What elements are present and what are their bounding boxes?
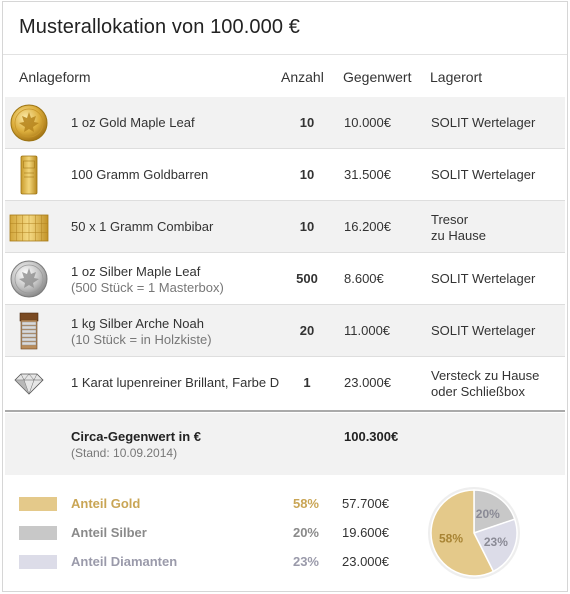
summary-label: Circa-Gegenwert in € [71, 429, 202, 444]
summary-row: Circa-Gegenwert in € (Stand: 10.09.2014)… [5, 413, 565, 475]
asset-location: Versteck zu Hause [431, 368, 540, 383]
asset-value: 8.600€ [344, 271, 384, 286]
column-header-quantity: Anzahl [281, 69, 324, 85]
asset-location: SOLIT Wertelager [431, 167, 536, 182]
share-percent: 58% [292, 496, 319, 511]
gold-maple-leaf-coin-icon [10, 104, 48, 142]
asset-quantity: 500 [296, 271, 318, 286]
column-header-form: Anlageform [19, 69, 91, 85]
page-title: Musterallokation von 100.000 € [19, 16, 300, 38]
pie-slice-diamonds [472, 518, 518, 573]
asset-quantity: 1 [303, 375, 311, 390]
table-row: 1 Karat lupenreiner Brillant, Farbe D 1 … [5, 357, 565, 409]
asset-location: SOLIT Wertelager [431, 115, 536, 130]
asset-value: 16.200€ [344, 219, 391, 234]
pie-label-gold: 58% [439, 532, 463, 546]
asset-location: SOLIT Wertelager [431, 323, 536, 338]
asset-subtitle: (10 Stück = in Holzkiste) [71, 332, 212, 347]
table-row: 50 x 1 Gramm Combibar 10 16.200€ Tresor … [5, 201, 565, 253]
share-label: Anteil Silber [71, 525, 147, 540]
share-value: 23.000€ [342, 554, 389, 569]
asset-value: 11.000€ [344, 323, 391, 338]
table-row: 100 Gramm Goldbarren 10 31.500€ SOLIT We… [5, 149, 565, 201]
asset-value: 23.000€ [344, 375, 391, 390]
row-divider [5, 148, 565, 149]
asset-location-line2: oder Schließbox [431, 384, 525, 399]
silver-maple-leaf-coin-icon [10, 260, 48, 298]
asset-location: Tresor [431, 212, 469, 227]
column-header-value: Gegenwert [343, 69, 412, 85]
gold-swatch [19, 497, 57, 511]
summary-date: (Stand: 10.09.2014) [71, 446, 178, 460]
share-label: Anteil Diamanten [71, 554, 178, 569]
asset-quantity: 20 [299, 323, 315, 338]
asset-name: 50 x 1 Gramm Combibar [71, 219, 214, 234]
asset-quantity: 10 [299, 115, 315, 130]
share-label: Anteil Gold [71, 496, 141, 511]
allocation-pie-chart: 20% 23% 58% [428, 487, 520, 579]
asset-name: 1 oz Gold Maple Leaf [71, 115, 195, 130]
pie-label-diamonds: 23% [484, 535, 508, 549]
gold-combibar-icon [9, 214, 49, 242]
summary-divider [5, 410, 565, 412]
diamond-icon [14, 373, 44, 395]
pie-label-silver: 20% [476, 507, 500, 521]
share-percent: 20% [292, 525, 319, 540]
table-row: 1 kg Silber Arche Noah (10 Stück = in Ho… [5, 305, 565, 357]
silver-coin-tube-icon [19, 312, 39, 350]
asset-subtitle: (500 Stück = 1 Masterbox) [71, 280, 224, 295]
asset-value: 10.000€ [344, 115, 391, 130]
diamond-swatch [19, 555, 57, 569]
share-row-diamonds: Anteil Diamanten 23% 23.000€ [3, 552, 423, 572]
asset-name: 1 kg Silber Arche Noah [71, 316, 204, 331]
asset-name: 100 Gramm Goldbarren [71, 167, 209, 182]
share-percent: 23% [292, 554, 319, 569]
pie-slice-gold [430, 489, 495, 577]
silver-swatch [19, 526, 57, 540]
row-divider [5, 252, 565, 253]
asset-name: 1 oz Silber Maple Leaf [71, 264, 201, 279]
table-row: 1 oz Gold Maple Leaf 10 10.000€ SOLIT We… [5, 97, 565, 149]
column-header-location: Lagerort [430, 69, 483, 85]
asset-value: 31.500€ [344, 167, 391, 182]
title-divider [3, 54, 567, 55]
asset-location: SOLIT Wertelager [431, 271, 536, 286]
table-row: 1 oz Silber Maple Leaf (500 Stück = 1 Ma… [5, 253, 565, 305]
asset-quantity: 10 [299, 219, 315, 234]
asset-name: 1 Karat lupenreiner Brillant, Farbe D [71, 375, 280, 390]
gold-bar-icon [20, 155, 38, 195]
share-row-silver: Anteil Silber 20% 19.600€ [3, 523, 423, 543]
row-divider [5, 200, 565, 201]
share-value: 19.600€ [342, 525, 389, 540]
row-divider [5, 356, 565, 357]
asset-quantity: 10 [299, 167, 315, 182]
share-row-gold: Anteil Gold 58% 57.700€ [3, 494, 423, 514]
share-value: 57.700€ [342, 496, 389, 511]
row-divider [5, 304, 565, 305]
summary-value: 100.300€ [344, 429, 399, 444]
allocation-table: 1 oz Gold Maple Leaf 10 10.000€ SOLIT We… [5, 97, 565, 409]
asset-location-line2: zu Hause [431, 228, 486, 243]
